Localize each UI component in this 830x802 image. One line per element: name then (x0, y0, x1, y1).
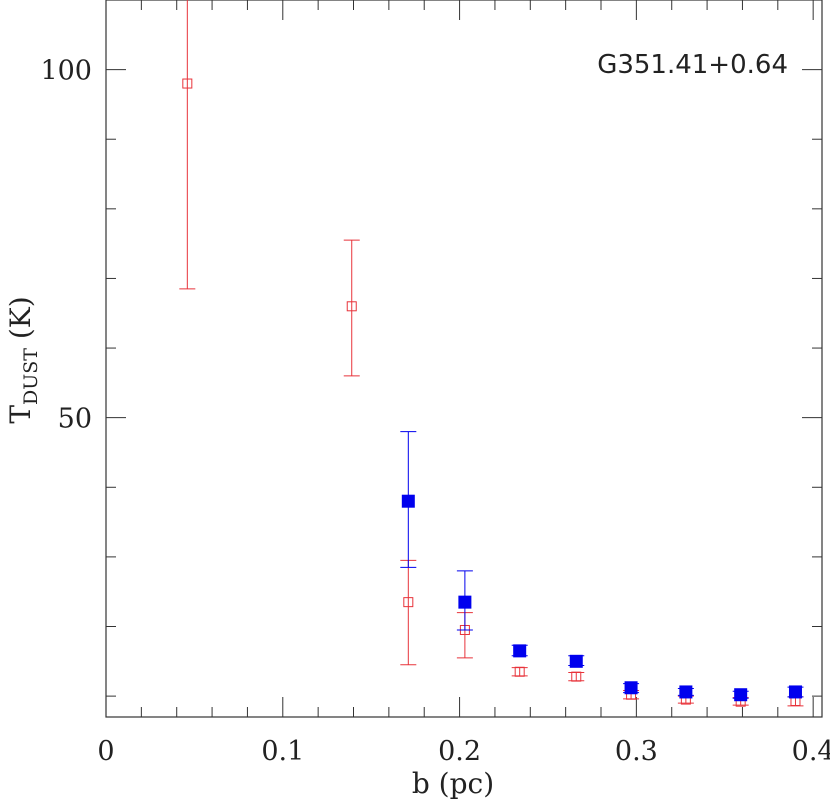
chart-annotation: G351.41+0.64 (597, 50, 788, 80)
data-point (679, 685, 693, 699)
x-tick-label: 0 (97, 736, 114, 767)
y-tick-label: 50 (58, 404, 92, 435)
x-axis-ticks: 0 0.1 0.2 0.3 0.4 (97, 0, 830, 767)
data-point (401, 494, 415, 508)
y-axis-label-unit: (K) (4, 296, 37, 348)
x-tick-label: 0.3 (615, 736, 658, 767)
data-point (458, 595, 472, 609)
plot-frame (105, 0, 823, 718)
y-axis-ticks: 50 100 (40, 0, 822, 697)
series-1 (400, 431, 804, 702)
y-axis-label: TDUST (K) (4, 296, 42, 423)
data-point (514, 666, 525, 677)
x-axis-label: b (pc) (412, 767, 494, 800)
data-point (734, 688, 748, 702)
y-axis-label-sub: DUST (20, 348, 42, 405)
data-point (182, 78, 193, 89)
data-point (624, 681, 638, 695)
data-point (403, 597, 414, 608)
data-point (346, 301, 357, 312)
x-tick-label: 0.2 (438, 736, 481, 767)
data-point (788, 685, 802, 699)
data-series (179, 0, 804, 707)
data-point (571, 671, 582, 682)
data-point (569, 654, 583, 668)
y-axis-label-main: T (4, 405, 37, 424)
x-tick-label: 0.1 (261, 736, 304, 767)
x-tick-label: 0.4 (792, 736, 830, 767)
y-tick-label: 100 (40, 56, 92, 87)
series-0 (179, 0, 804, 707)
data-point (513, 644, 527, 658)
